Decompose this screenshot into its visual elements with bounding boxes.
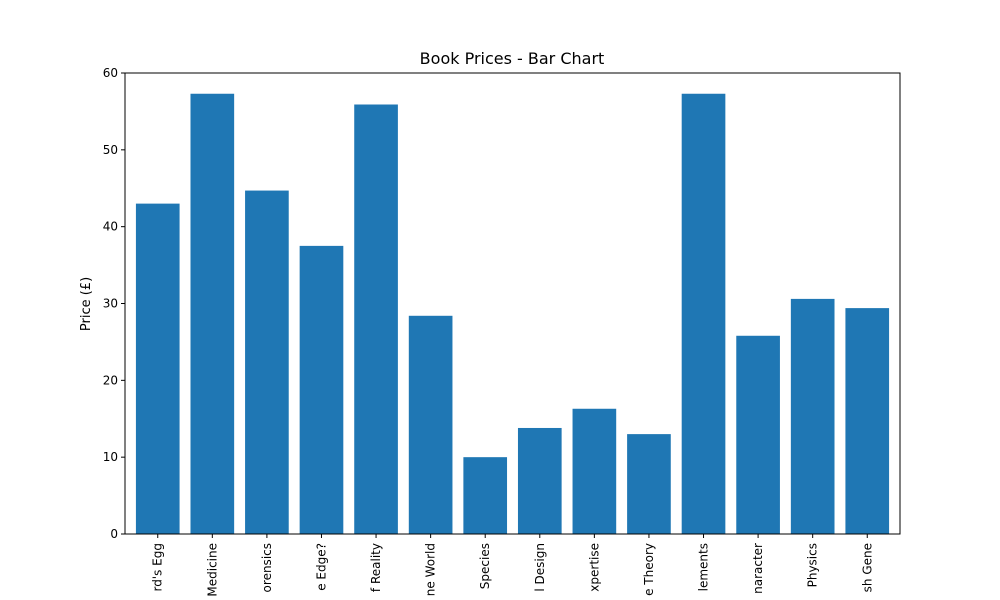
x-tick-label: Physics (806, 543, 820, 587)
y-axis-label: Price (£) (79, 277, 94, 331)
x-tick-label: e Theory (642, 543, 656, 596)
bar-5 (408, 315, 453, 534)
bar-7 (517, 427, 562, 534)
x-tick-label: xpertise (587, 543, 601, 592)
y-tick-label: 50 (103, 143, 118, 157)
bar-0 (135, 203, 180, 534)
x-tick-label: orensics (260, 543, 274, 592)
y-tick-label: 60 (103, 66, 118, 80)
bar-10 (681, 93, 726, 534)
bars-group (135, 93, 890, 535)
y-tick-label: 30 (103, 297, 118, 311)
y-ticks-group: 0 10 20 30 40 50 60 (103, 66, 125, 541)
x-tick-label: ne World (424, 543, 438, 596)
x-tick-label: sh Gene (860, 543, 874, 592)
y-tick-label: 10 (103, 450, 118, 464)
x-ticks-group: rd's Egg Medicine orensics e Edge? f Reality… (151, 534, 874, 597)
x-tick-label: e Edge? (314, 543, 328, 591)
x-tick-label: lements (697, 543, 711, 591)
bar-4 (354, 104, 398, 534)
bar-6 (463, 457, 508, 534)
bar-3 (299, 245, 344, 535)
y-tick-label: 40 (103, 220, 118, 234)
bar-9 (627, 434, 671, 534)
bar-8 (572, 408, 617, 534)
y-tick-label: 20 (103, 373, 118, 387)
bar-12 (790, 298, 835, 534)
y-tick-label: 0 (110, 527, 118, 541)
bar-2 (245, 190, 289, 534)
x-tick-label: Medicine (205, 543, 219, 597)
bar-13 (845, 308, 890, 534)
plot-frame (124, 72, 901, 535)
x-tick-label: naracter (751, 543, 765, 594)
x-tick-label: Species (478, 543, 492, 589)
bar-11 (736, 335, 780, 534)
x-tick-label: rd's Egg (151, 543, 165, 592)
x-tick-label: f Reality (369, 543, 383, 592)
bar-1 (190, 93, 235, 534)
x-tick-label: l Design (533, 543, 547, 592)
chart-title: Book Prices - Bar Chart (420, 49, 605, 68)
